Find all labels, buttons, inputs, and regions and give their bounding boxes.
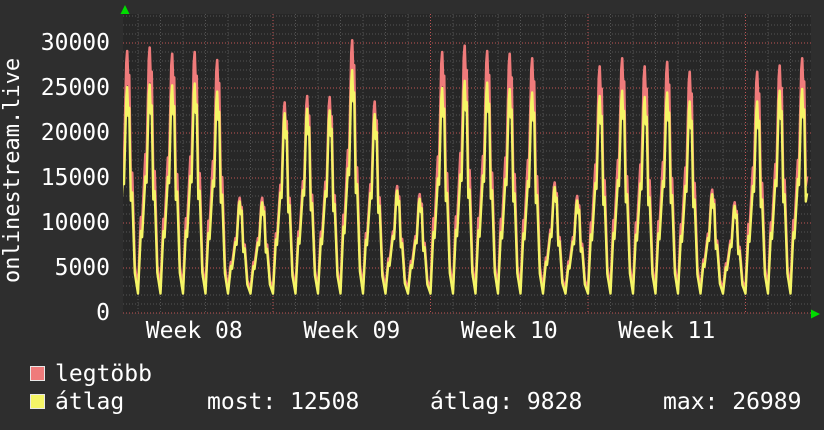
x-axis-week-label: Week 11: [618, 318, 716, 344]
x-axis-week-label: Week 09: [303, 318, 401, 344]
y-axis-tick-label: 25000: [40, 75, 110, 101]
stat-atlag: átlag: 9828: [430, 389, 583, 415]
x-axis-arrow-icon: [811, 309, 820, 319]
stat-most: most: 12508: [207, 389, 360, 415]
series-line-atlag: [123, 68, 809, 295]
y-axis-tick-label: 10000: [40, 210, 110, 236]
stat-max: max: 26989: [663, 389, 802, 415]
legend-label-atlag: átlag: [55, 389, 125, 415]
y-axis-tick-label: 20000: [40, 120, 110, 146]
y-axis-tick-label: 0: [96, 300, 110, 326]
y-axis-tick-label: 30000: [40, 30, 110, 56]
y-axis-tick-label: 5000: [54, 255, 110, 281]
x-axis-week-label: Week 10: [460, 318, 558, 344]
legend-label-legtobb: legtöbb: [55, 361, 152, 387]
x-axis-week-label: Week 08: [145, 318, 243, 344]
y-axis-tick-label: 15000: [40, 165, 110, 191]
legend-swatch-legtobb-icon: [30, 366, 45, 381]
y-axis-arrow-icon: [120, 5, 130, 14]
legend-swatch-atlag-icon: [30, 394, 45, 409]
